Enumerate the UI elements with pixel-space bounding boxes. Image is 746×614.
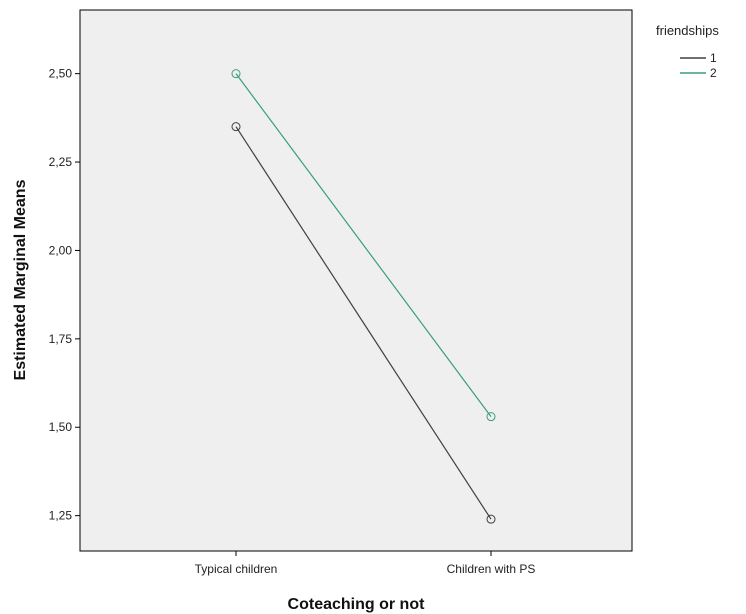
legend-label-1: 1 xyxy=(710,51,717,65)
series-2-point xyxy=(486,412,496,422)
x-axis: Typical children Children with PS xyxy=(195,551,536,576)
legend-title: friendships xyxy=(656,23,719,38)
y-tick-label: 2,25 xyxy=(49,155,73,169)
legend: friendships 12 xyxy=(656,23,719,80)
legend-label-2: 2 xyxy=(710,66,717,80)
series-line-1 xyxy=(235,126,492,520)
x-tick-label: Typical children xyxy=(195,562,278,576)
y-tick-label: 1,50 xyxy=(49,420,73,434)
y-axis-title: Estimated Marginal Means xyxy=(12,179,29,380)
series-layer xyxy=(231,69,496,524)
y-tick-label: 1,25 xyxy=(49,509,73,523)
y-tick-label: 1,75 xyxy=(49,332,73,346)
y-tick-label: 2,50 xyxy=(49,67,73,81)
series-1-point xyxy=(231,122,241,132)
x-axis-title: Coteaching or not xyxy=(288,596,426,613)
series-2-point xyxy=(231,69,241,79)
x-tick-label: Children with PS xyxy=(447,562,536,576)
plot-area xyxy=(79,9,633,552)
series-line-2 xyxy=(235,73,492,417)
series-1-point xyxy=(486,514,496,524)
y-axis: 1,25 1,50 1,75 2,00 2,25 2,50 xyxy=(49,67,80,523)
y-tick-label: 2,00 xyxy=(49,243,73,257)
